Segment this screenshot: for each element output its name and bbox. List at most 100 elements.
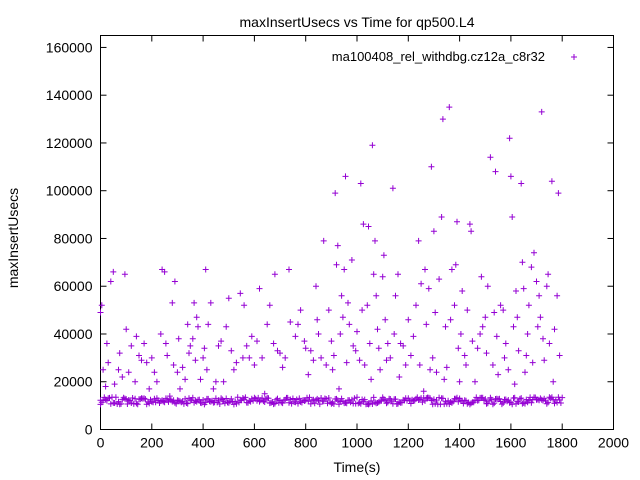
data-point: [313, 283, 319, 290]
baseline-point: [486, 398, 493, 404]
legend-marker: [571, 54, 577, 60]
y-tick-label: 160000: [46, 39, 93, 55]
data-point: [528, 264, 535, 271]
data-point: [514, 314, 521, 321]
data-point: [543, 283, 550, 290]
baseline-point: [422, 397, 428, 404]
data-point: [493, 333, 500, 340]
data-point: [170, 362, 177, 368]
x-tick-label: 1400: [444, 435, 475, 451]
baseline-point: [296, 395, 303, 402]
data-point: [225, 295, 232, 302]
data-point: [379, 273, 386, 280]
data-point: [184, 321, 191, 328]
data-point: [318, 354, 325, 361]
baseline-point: [112, 394, 119, 401]
data-point: [333, 261, 340, 268]
data-point: [271, 271, 278, 278]
baseline-point: [479, 394, 486, 401]
data-point: [448, 266, 455, 273]
x-tick-label: 200: [140, 435, 164, 451]
data-point: [350, 342, 357, 349]
baseline-point: [523, 396, 530, 403]
data-point: [336, 385, 342, 392]
data-point: [323, 362, 330, 368]
baseline-point: [361, 396, 368, 403]
baseline-point: [306, 394, 313, 401]
data-point: [524, 331, 531, 337]
data-point: [192, 357, 199, 364]
data-point: [223, 323, 230, 330]
data-point: [343, 359, 350, 366]
data-point: [175, 335, 182, 342]
data-point: [133, 333, 140, 340]
baseline-point: [375, 399, 382, 406]
data-point: [270, 340, 277, 347]
data-point: [161, 268, 168, 275]
baseline-point: [383, 400, 390, 407]
x-tick-label: 400: [191, 435, 215, 451]
baseline-point: [192, 398, 199, 404]
x-axis-label: Time(s): [334, 459, 381, 475]
baseline-point: [520, 399, 527, 406]
data-point: [452, 261, 459, 268]
data-point: [286, 266, 292, 273]
data-point: [387, 354, 394, 361]
data-point: [325, 307, 332, 314]
data-point: [525, 302, 532, 309]
data-point: [328, 338, 335, 345]
baseline-point: [323, 396, 330, 402]
baseline-point: [528, 399, 535, 406]
data-point: [505, 366, 512, 373]
baseline-point: [289, 395, 296, 402]
data-point: [554, 292, 561, 299]
data-point: [195, 323, 201, 330]
data-point: [430, 228, 437, 235]
data-point: [497, 302, 504, 309]
baseline-point: [409, 396, 416, 403]
data-point: [533, 278, 540, 285]
legend-label: ma100408_rel_withdbg.cz12a_c8r32: [332, 49, 545, 64]
data-point: [287, 319, 294, 325]
data-point: [518, 180, 525, 187]
baseline-point: [198, 400, 205, 407]
data-point: [230, 366, 237, 373]
data-point: [413, 302, 419, 309]
baseline-point: [481, 397, 487, 404]
data-point: [410, 333, 417, 340]
data-point: [370, 271, 377, 278]
baseline-point: [557, 400, 564, 406]
data-point: [407, 352, 414, 359]
data-point: [483, 350, 490, 357]
data-point: [550, 378, 557, 385]
data-point: [125, 369, 132, 376]
baseline-point: [134, 401, 141, 408]
baseline-point: [447, 399, 454, 405]
data-point: [464, 307, 471, 314]
data-point: [105, 359, 112, 366]
axis-ticks: 0 200 400 600 800 1000 1200 1400 1600 1800 2000020…: [46, 35, 629, 451]
baseline-point: [468, 400, 475, 407]
data-point: [121, 271, 128, 278]
data-point: [314, 316, 321, 323]
x-tick-label: 1200: [393, 435, 424, 451]
baseline-point: [111, 400, 118, 406]
data-point: [187, 342, 194, 349]
data-point: [369, 142, 376, 149]
data-point: [477, 331, 484, 337]
data-point: [166, 393, 173, 400]
data-point: [342, 173, 349, 180]
data-point: [531, 249, 537, 256]
data-point: [146, 385, 153, 392]
legend-marker-symbol: [571, 54, 577, 60]
data-point: [523, 352, 530, 359]
baseline-point: [279, 400, 286, 407]
baseline-point: [351, 395, 358, 402]
data-point: [292, 333, 299, 340]
baseline-point: [133, 400, 140, 407]
data-point: [372, 237, 378, 244]
data-point: [463, 362, 469, 368]
data-point: [468, 228, 475, 235]
baseline-point: [356, 399, 363, 406]
